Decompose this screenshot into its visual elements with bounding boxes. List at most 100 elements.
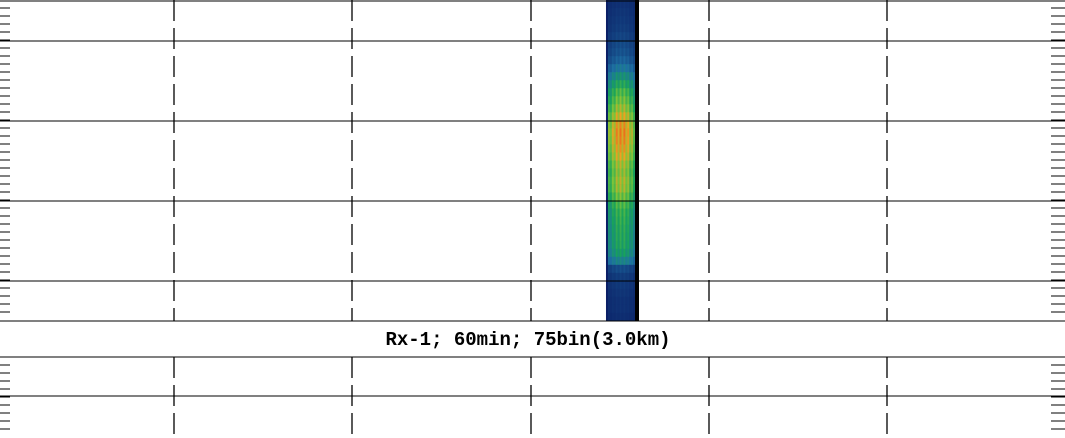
- heatmap-cell: [625, 144, 628, 153]
- heatmap-cell: [617, 8, 620, 17]
- heatmap-cell: [621, 120, 624, 129]
- heatmap-cell: [621, 232, 624, 242]
- heatmap-cell: [621, 280, 624, 290]
- heatmap-cell: [621, 72, 624, 81]
- heatmap-cell: [613, 256, 617, 266]
- heatmap-cell: [613, 280, 617, 290]
- heatmap-cell: [611, 120, 615, 129]
- heatmap-cell: [615, 256, 618, 266]
- heatmap-cell: [615, 160, 618, 169]
- heatmap-cell: [631, 96, 634, 105]
- heatmap-cell: [629, 264, 632, 274]
- heatmap-cell: [609, 48, 613, 57]
- heatmap-cell: [611, 72, 615, 81]
- heatmap-cell: [619, 16, 622, 25]
- heatmap-cell: [617, 240, 620, 250]
- heatmap-cell: [629, 56, 632, 65]
- heatmap-cell: [615, 16, 618, 25]
- heatmap-cell: [629, 128, 632, 137]
- heatmap-cell: [609, 64, 613, 73]
- heatmap-cell: [633, 304, 636, 314]
- heatmap-cell: [613, 264, 617, 274]
- heatmap-cell: [609, 208, 613, 217]
- heatmap-cell: [619, 208, 622, 217]
- signal-edge: [635, 0, 639, 321]
- heatmap-cell: [609, 168, 613, 177]
- heatmap-cell: [625, 0, 628, 9]
- heatmap-cell: [619, 240, 622, 250]
- heatmap-cell: [633, 24, 636, 33]
- heatmap-cell: [615, 240, 618, 250]
- heatmap-cell: [629, 160, 632, 169]
- heatmap-cell: [613, 72, 617, 81]
- heatmap-cell: [613, 248, 617, 258]
- heatmap-cell: [627, 224, 630, 234]
- heatmap-cell: [627, 240, 630, 250]
- heatmap-cell: [617, 112, 620, 121]
- heatmap-cell: [615, 144, 618, 153]
- heatmap-cell: [613, 40, 617, 49]
- heatmap-cell: [625, 88, 628, 97]
- heatmap-cell: [615, 32, 618, 41]
- heatmap-cell: [627, 168, 630, 177]
- heatmap-cell: [617, 192, 620, 201]
- heatmap-cell: [625, 264, 628, 274]
- heatmap-cell: [621, 160, 624, 169]
- heatmap-cell: [615, 168, 618, 177]
- heatmap-cell: [611, 256, 615, 266]
- heatmap-cell: [617, 256, 620, 266]
- heatmap-cell: [623, 176, 626, 185]
- heatmap-cell: [625, 8, 628, 17]
- heatmap-cell: [629, 168, 632, 177]
- heatmap-cell: [627, 64, 630, 73]
- heatmap-cell: [633, 64, 636, 73]
- heatmap-cell: [629, 224, 632, 234]
- heatmap-cell: [625, 296, 628, 306]
- heatmap-cell: [631, 128, 634, 137]
- heatmap-cell: [623, 40, 626, 49]
- heatmap-cell: [627, 256, 630, 266]
- heatmap-cell: [631, 240, 634, 250]
- heatmap-cell: [607, 240, 611, 250]
- heatmap-cell: [607, 64, 611, 73]
- heatmap-cell: [619, 32, 622, 41]
- heatmap-cell: [607, 56, 611, 65]
- heatmap-cell: [625, 16, 628, 25]
- heatmap-cell: [607, 8, 611, 17]
- chart-title: Rx-1; 60min; 75bin(3.0km): [385, 329, 670, 351]
- heatmap-cell: [609, 280, 613, 290]
- heatmap-cell: [621, 112, 624, 121]
- heatmap-cell: [609, 8, 613, 17]
- heatmap-cell: [621, 56, 624, 65]
- signal-band: [605, 0, 639, 322]
- heatmap-cell: [621, 96, 624, 105]
- heatmap-cell: [613, 0, 617, 9]
- heatmap-cell: [625, 72, 628, 81]
- heatmap-cell: [627, 48, 630, 57]
- heatmap-cell: [609, 112, 613, 121]
- heatmap-cell: [619, 256, 622, 266]
- heatmap-cell: [633, 224, 636, 234]
- heatmap-cell: [613, 56, 617, 65]
- heatmap-cell: [631, 224, 634, 234]
- heatmap-cell: [613, 144, 617, 153]
- heatmap-cell: [629, 152, 632, 161]
- heatmap-cell: [611, 16, 615, 25]
- heatmap-cell: [611, 8, 615, 17]
- heatmap-cell: [625, 104, 628, 113]
- heatmap-cell: [631, 48, 634, 57]
- heatmap-cell: [623, 192, 626, 201]
- heatmap-cell: [615, 192, 618, 201]
- heatmap-cell: [621, 168, 624, 177]
- heatmap-cell: [623, 144, 626, 153]
- heatmap-cell: [621, 272, 624, 282]
- heatmap-cell: [619, 176, 622, 185]
- heatmap-cell: [631, 272, 634, 282]
- heatmap-cell: [619, 112, 622, 121]
- heatmap-cell: [623, 112, 626, 121]
- heatmap-cell: [619, 136, 622, 145]
- heatmap-cell: [625, 248, 628, 258]
- heatmap-cell: [623, 16, 626, 25]
- heatmap-cell: [619, 280, 622, 290]
- heatmap-cell: [609, 176, 613, 185]
